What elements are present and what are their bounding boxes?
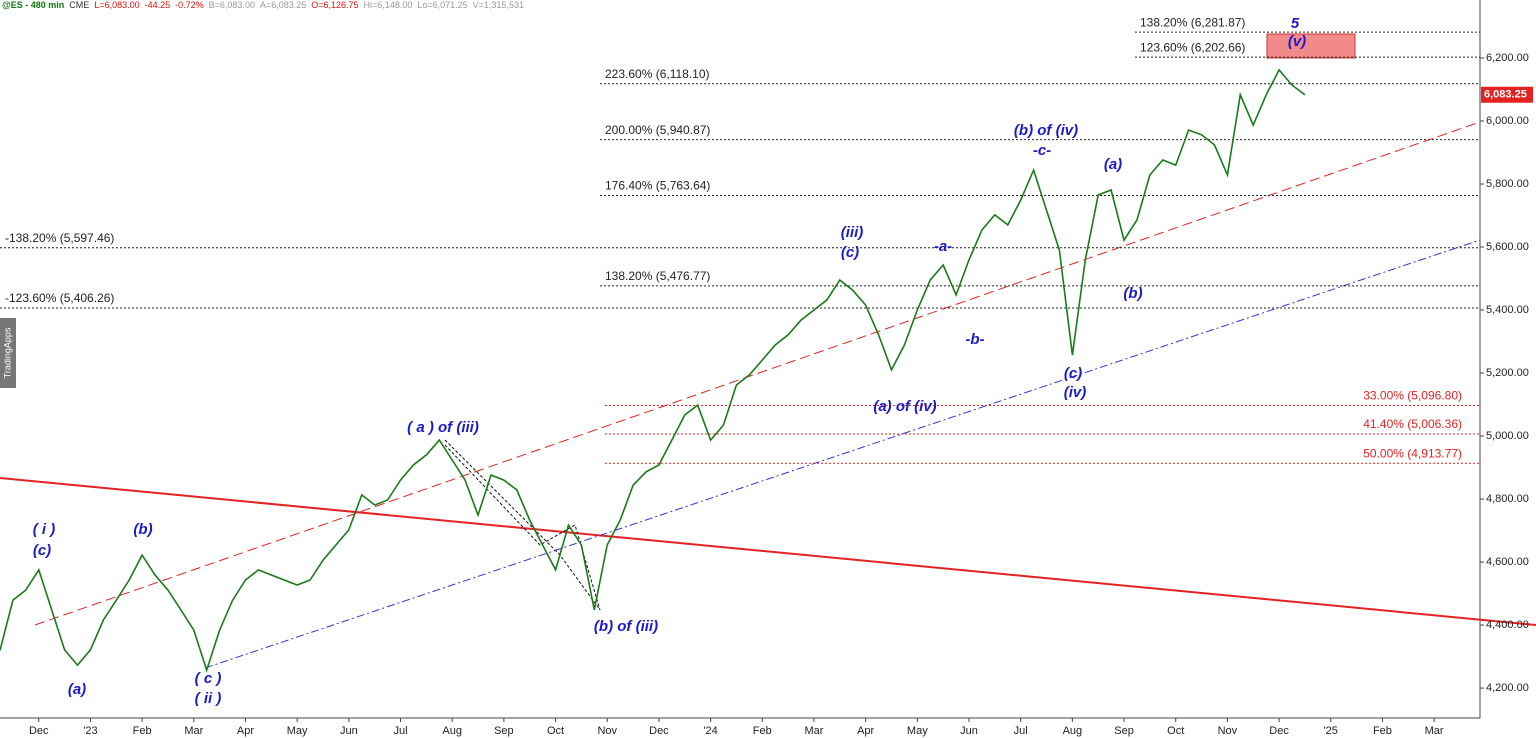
x-tick-label: Sep — [1114, 725, 1134, 737]
x-tick-label: Jun — [960, 725, 978, 737]
wave-connector — [444, 444, 601, 611]
y-tick-label: 5,600.00 — [1486, 241, 1529, 253]
wave-label: (iv) — [1064, 384, 1087, 401]
fib-level-label: 123.60% (6,202.66) — [1140, 40, 1245, 54]
wave-label: -a- — [934, 238, 952, 255]
x-tick-label: Mar — [804, 725, 823, 737]
fib-level-label: 41.40% (5,006.36) — [1363, 417, 1462, 431]
fib-level-label: 176.40% (5,763.64) — [605, 179, 710, 193]
bid: B=6,083.00 — [208, 0, 255, 10]
x-tick-label: Oct — [1167, 725, 1184, 737]
y-tick-label: 4,400.00 — [1486, 619, 1529, 631]
last-price-label: 6,083.25 — [1484, 89, 1527, 101]
x-tick-label: Sep — [494, 725, 514, 737]
fib-level-label: -123.60% (5,406.26) — [5, 291, 114, 305]
change-pct: -0.72% — [175, 0, 204, 10]
x-tick-label: Jul — [393, 725, 407, 737]
wave-label: (iii) — [841, 224, 864, 241]
x-tick-label: Feb — [133, 725, 152, 737]
wave-label: (c) — [33, 542, 51, 559]
x-tick-label: '24 — [703, 725, 717, 737]
wave-label: (b) — [1123, 285, 1142, 302]
x-tick-label: '25 — [1324, 725, 1338, 737]
y-tick-label: 5,200.00 — [1486, 367, 1529, 379]
x-tick-label: Mar — [184, 725, 203, 737]
wave-label: (b) of (iv) — [1014, 122, 1078, 139]
fib-level-label: 138.20% (5,476.77) — [605, 269, 710, 283]
y-tick-label: 4,600.00 — [1486, 556, 1529, 568]
fib-level-label: 200.00% (5,940.87) — [605, 123, 710, 137]
wave-label: (a) of (iv) — [873, 398, 936, 415]
y-tick-label: 4,800.00 — [1486, 493, 1529, 505]
wave-label: (c) — [841, 244, 859, 261]
x-tick-label: '23 — [83, 725, 97, 737]
watermark: TradingApps — [2, 327, 12, 378]
x-tick-label: Dec — [1269, 725, 1289, 737]
y-tick-label: 4,200.00 — [1486, 682, 1529, 694]
wave-label: (b) — [133, 521, 152, 538]
wave-label: -c- — [1033, 142, 1051, 159]
wave-label: (a) — [68, 681, 86, 698]
fib-level-label: 138.20% (6,281.87) — [1140, 15, 1245, 29]
fib-level-label: -138.20% (5,597.46) — [5, 231, 114, 245]
wave-label: ( a ) of (iii) — [407, 419, 479, 436]
wave-label: ( i ) — [33, 521, 56, 538]
fib-level-label: 223.60% (6,118.10) — [605, 67, 710, 81]
trend-line — [0, 477, 1536, 626]
x-tick-label: May — [287, 725, 308, 737]
exchange: CME — [69, 0, 90, 10]
x-tick-label: Oct — [547, 725, 564, 737]
y-tick-label: 6,200.00 — [1486, 52, 1529, 64]
x-tick-label: Mar — [1425, 725, 1444, 737]
wave-label: (b) of (iii) — [594, 618, 658, 635]
change: -44.25 — [144, 0, 171, 10]
price-line — [0, 68, 1306, 673]
x-tick-label: Aug — [1063, 725, 1083, 737]
wave-label: ( ii ) — [195, 690, 222, 707]
x-tick-label: Feb — [753, 725, 772, 737]
channel-line — [34, 121, 1481, 626]
ask: A=6,083.25 — [259, 0, 307, 10]
x-tick-label: Jun — [340, 725, 358, 737]
x-tick-label: Dec — [649, 725, 669, 737]
x-tick-label: May — [907, 725, 928, 737]
y-tick-label: 5,000.00 — [1486, 430, 1529, 442]
watermark-box — [0, 318, 16, 388]
wave-label: (v) — [1288, 33, 1306, 50]
y-tick-label: 6,000.00 — [1486, 115, 1529, 127]
y-tick-label: 5,800.00 — [1486, 178, 1529, 190]
wave-connector — [444, 439, 601, 611]
wave-label: -b- — [965, 331, 984, 348]
x-tick-label: Feb — [1373, 725, 1392, 737]
last-price-box — [1481, 86, 1533, 103]
low: Lo=6,071.25 — [417, 0, 468, 10]
header: @ES - 480 min CME L=6,083.00 -44.25 -0.72% B=… — [2, 0, 529, 10]
symbol: @ES - 480 min — [2, 0, 65, 10]
x-tick-label: Dec — [29, 725, 49, 737]
fib-level-label: 50.00% (4,913.77) — [1363, 446, 1462, 460]
fib-level-label: 33.00% (5,096.80) — [1363, 389, 1462, 403]
x-tick-label: Apr — [237, 725, 254, 737]
high: Hi=6,148.00 — [363, 0, 413, 10]
wave-label: ( c ) — [195, 670, 222, 687]
wave-label: (a) — [1104, 156, 1122, 173]
x-tick-label: Nov — [1218, 725, 1238, 737]
y-tick-label: 5,400.00 — [1486, 304, 1529, 316]
target-zone — [1266, 33, 1356, 59]
open: O=6,126.75 — [311, 0, 359, 10]
channel-line — [204, 239, 1481, 669]
wave-label: 5 — [1291, 15, 1300, 32]
volume: V=1,315,531 — [472, 0, 524, 10]
x-tick-label: Nov — [597, 725, 617, 737]
x-tick-label: Apr — [857, 725, 874, 737]
last: L=6,083.00 — [94, 0, 140, 10]
x-tick-label: Aug — [442, 725, 462, 737]
x-tick-label: Jul — [1014, 725, 1028, 737]
wave-label: (c) — [1064, 365, 1082, 382]
